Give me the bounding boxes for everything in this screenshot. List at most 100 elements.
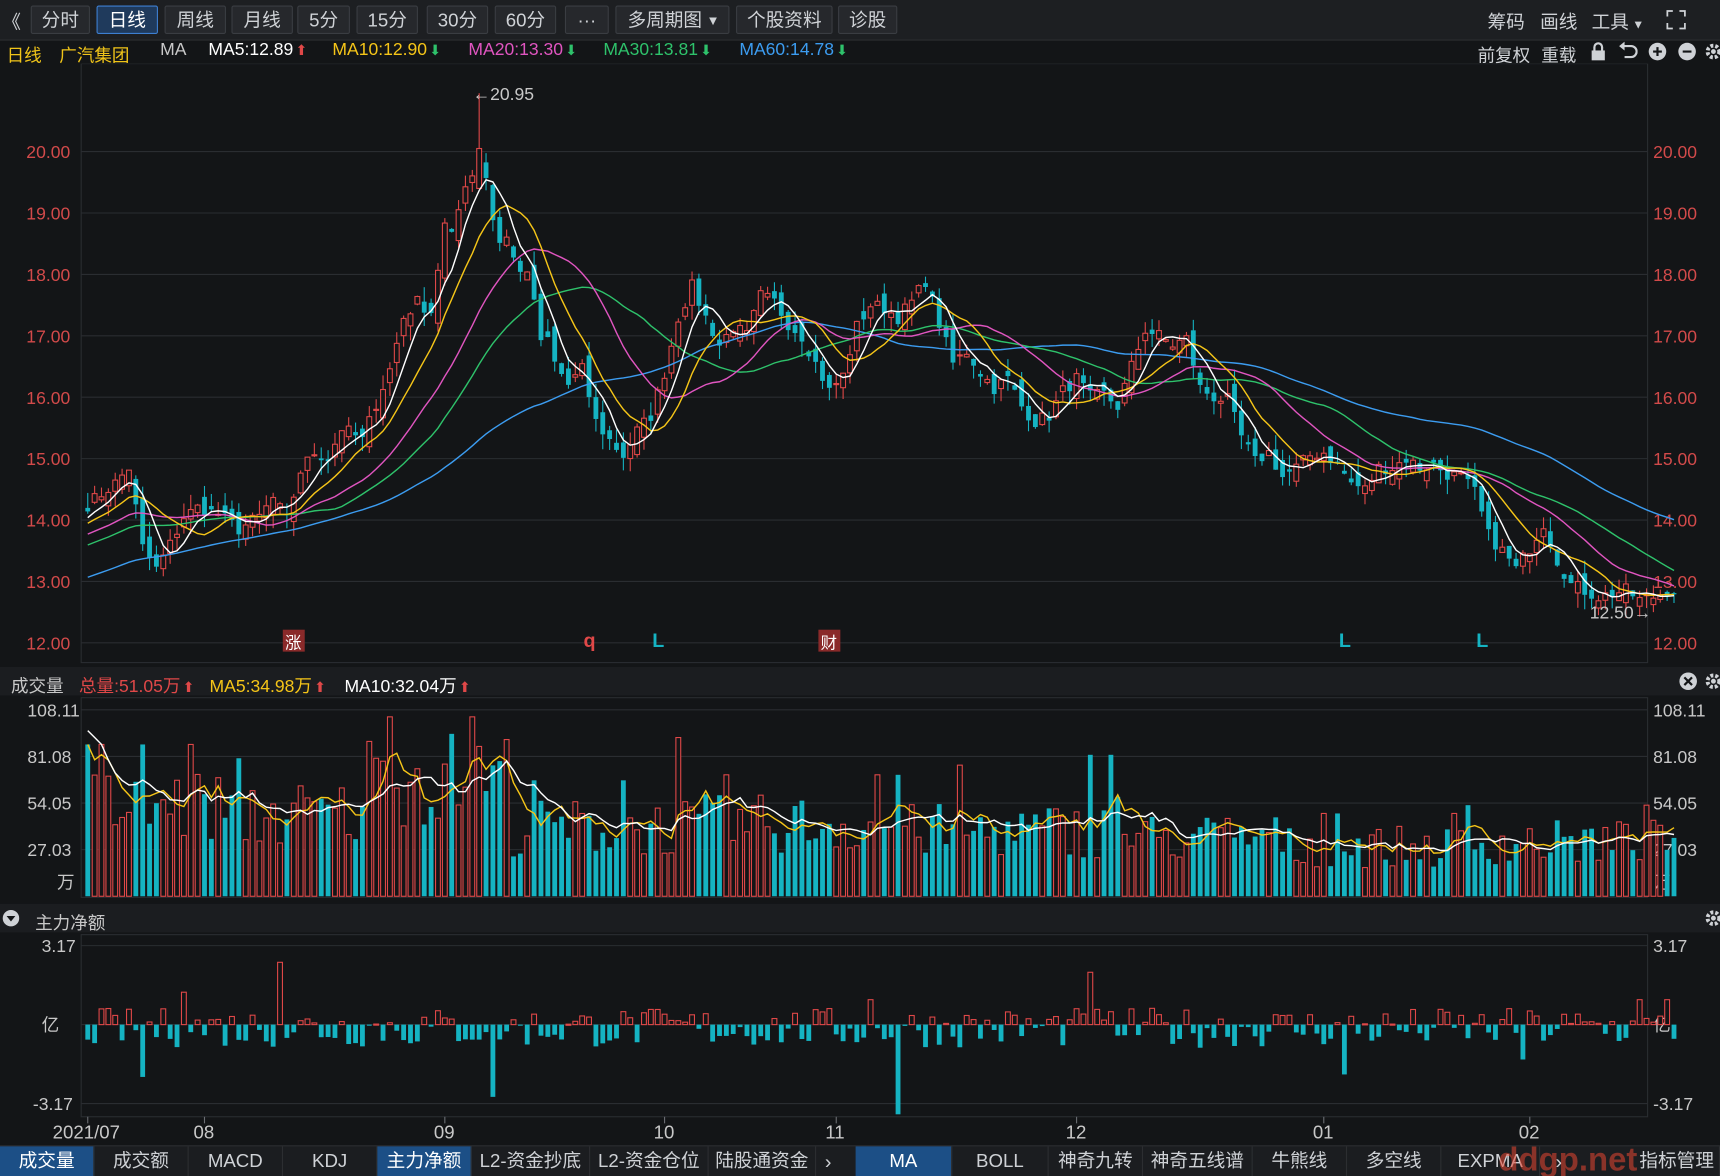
candle[interactable] (1368, 473, 1375, 496)
candle[interactable] (1438, 457, 1443, 485)
fund-bar[interactable] (1334, 1022, 1341, 1026)
fund-bar[interactable] (593, 1024, 599, 1047)
fund-bar[interactable] (1389, 1023, 1396, 1026)
candle[interactable] (1293, 452, 1300, 487)
volume-bar[interactable] (723, 774, 730, 897)
fund-bar[interactable] (696, 1024, 702, 1029)
fund-bar[interactable] (1541, 1024, 1546, 1041)
fund-bar[interactable] (607, 1024, 613, 1041)
fund-bar[interactable] (243, 1024, 249, 1041)
undo-icon[interactable] (1618, 41, 1638, 62)
candle[interactable] (297, 470, 304, 495)
fund-bar[interactable] (778, 1024, 784, 1043)
volume-bar[interactable] (1389, 865, 1396, 897)
candle[interactable] (1142, 322, 1149, 355)
volume-bar[interactable] (978, 817, 983, 897)
fund-bar[interactable] (401, 1024, 407, 1041)
volume-bar[interactable] (462, 786, 469, 897)
candle[interactable] (1032, 414, 1038, 429)
fund-bar[interactable] (1533, 1015, 1540, 1026)
fund-bar[interactable] (1547, 1024, 1553, 1036)
fund-bar[interactable] (991, 1024, 997, 1030)
candle[interactable] (1026, 393, 1031, 432)
fund-bar[interactable] (1561, 1013, 1568, 1026)
volume-bar[interactable] (1245, 844, 1251, 897)
settings-icon[interactable] (1705, 671, 1720, 691)
volume-bar[interactable] (1183, 842, 1190, 897)
indicator-tab[interactable]: KDJ (283, 1146, 378, 1176)
candle[interactable] (1609, 582, 1615, 609)
candle[interactable] (1526, 553, 1533, 574)
volume-bar[interactable] (1190, 833, 1196, 897)
fund-bar[interactable] (1636, 999, 1643, 1026)
overlay-tab[interactable]: 牛熊线 (1253, 1146, 1348, 1176)
fund-bar[interactable] (1526, 1010, 1533, 1026)
volume-bar[interactable] (511, 856, 516, 897)
period-button-7[interactable]: 60分 (494, 5, 557, 35)
candle[interactable] (682, 303, 689, 321)
candle[interactable] (757, 286, 764, 318)
candle[interactable] (1506, 545, 1512, 567)
tabs-right-next-button[interactable]: › (1555, 1150, 1563, 1173)
fund-bar[interactable] (538, 1024, 544, 1036)
candle[interactable] (125, 469, 132, 493)
candle[interactable] (1252, 427, 1258, 467)
volume-bar[interactable] (1053, 808, 1059, 897)
fund-bar[interactable] (517, 1024, 523, 1026)
volume-bar[interactable] (1320, 812, 1327, 897)
candle[interactable] (449, 228, 455, 233)
volume-bar[interactable] (929, 816, 935, 897)
volume-bar[interactable] (1087, 754, 1093, 897)
volume-bar[interactable] (1238, 826, 1244, 897)
fund-bar[interactable] (380, 1024, 386, 1041)
candle[interactable] (154, 545, 159, 573)
candle[interactable] (1190, 319, 1196, 379)
fund-bar[interactable] (1650, 1021, 1657, 1026)
zoom-out-icon[interactable] (1677, 42, 1697, 62)
candle[interactable] (867, 303, 874, 328)
fund-bar[interactable] (85, 1024, 91, 1040)
diagnose-button[interactable]: 诊股 (838, 5, 898, 35)
fund-bar[interactable] (1094, 1008, 1101, 1026)
fund-bar[interactable] (504, 1024, 510, 1032)
candle[interactable] (1493, 515, 1498, 562)
candle[interactable] (167, 529, 174, 564)
volume-bar[interactable] (1005, 821, 1011, 897)
volume-bar[interactable] (861, 829, 867, 897)
candle[interactable] (1589, 581, 1595, 609)
volume-bar[interactable] (277, 842, 283, 897)
fund-bar[interactable] (1066, 1019, 1073, 1026)
candle[interactable] (180, 503, 187, 534)
volume-bar[interactable] (764, 826, 771, 897)
fund-bar[interactable] (1478, 1014, 1485, 1026)
fund-bar[interactable] (943, 1022, 950, 1026)
fund-bar[interactable] (744, 1024, 750, 1037)
fund-bar[interactable] (765, 1024, 770, 1041)
volume-bar[interactable] (290, 802, 297, 897)
volume-bar[interactable] (380, 760, 386, 897)
tools-button[interactable]: 工具 ▼ (1592, 7, 1645, 34)
fund-bar[interactable] (1369, 1024, 1375, 1041)
candle[interactable] (1582, 560, 1588, 610)
volume-bar[interactable] (1149, 816, 1155, 897)
zoom-in-icon[interactable] (1648, 42, 1668, 62)
volume-bar[interactable] (923, 852, 928, 897)
chip-button[interactable]: 筹码 (1487, 12, 1525, 33)
candle[interactable] (1128, 351, 1135, 400)
candle[interactable] (627, 432, 634, 472)
volume-bar[interactable] (1438, 858, 1443, 897)
volume-bar[interactable] (566, 837, 571, 897)
fund-bar[interactable] (325, 1024, 331, 1038)
volume-bar[interactable] (620, 780, 626, 897)
candle[interactable] (1341, 464, 1347, 475)
volume-bar[interactable] (654, 807, 661, 897)
candle[interactable] (600, 400, 606, 450)
volume-bar[interactable] (1046, 808, 1052, 897)
volume-bar[interactable] (950, 824, 956, 897)
candle[interactable] (586, 342, 592, 408)
fund-bar[interactable] (1183, 1009, 1190, 1026)
volume-bar[interactable] (853, 845, 860, 897)
candle[interactable] (1115, 401, 1121, 419)
indicator-tab[interactable]: 成交额 (94, 1146, 189, 1176)
volume-bar[interactable] (1540, 856, 1547, 897)
